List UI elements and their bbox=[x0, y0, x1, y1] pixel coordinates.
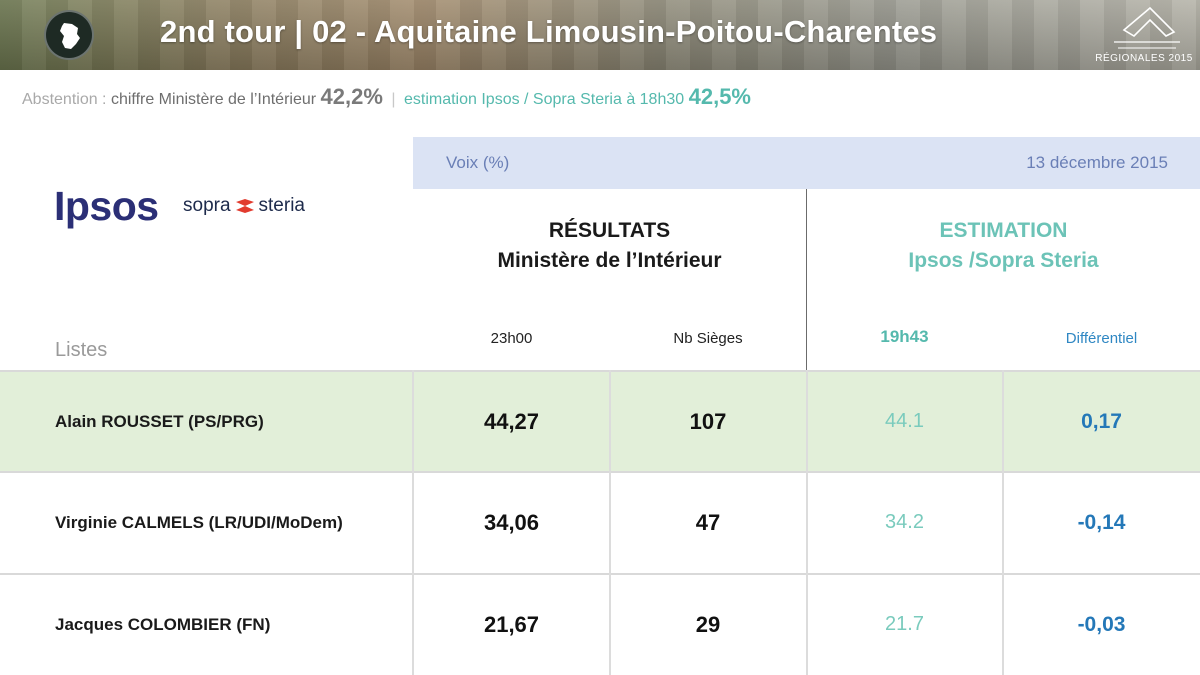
region-map-icon bbox=[44, 10, 94, 60]
table-row: Alain ROUSSET (PS/PRG) 44,27 107 44.1 0,… bbox=[0, 370, 1200, 471]
table-header-band: Voix (%) 13 décembre 2015 bbox=[413, 137, 1200, 189]
abstention-label: Abstention bbox=[22, 91, 98, 108]
sopra-logo-left: sopra bbox=[183, 195, 231, 216]
candidate-name: Virginie CALMELS (LR/UDI/MoDem) bbox=[55, 512, 343, 532]
ipsos-label: estimation Ipsos / Sopra Steria à 18h30 bbox=[403, 91, 685, 108]
date-label: 13 décembre 2015 bbox=[1026, 153, 1168, 172]
sopra-logo-right: steria bbox=[258, 195, 305, 216]
results-section-title: RÉSULTATS Ministère de l’Intérieur bbox=[413, 216, 806, 276]
diff-value: 0,17 bbox=[1081, 409, 1122, 433]
diff-value: -0,14 bbox=[1077, 510, 1126, 534]
abstention-colon: : bbox=[97, 91, 111, 108]
results-title-line1: RÉSULTATS bbox=[548, 219, 671, 242]
ministere-value: 42,2% bbox=[320, 84, 383, 109]
ministere-label: chiffre Ministère de l’Intérieur bbox=[110, 91, 317, 108]
table-row: Jacques COLOMBIER (FN) 21,67 29 21.7 -0,… bbox=[0, 573, 1200, 674]
estimate-value: 21.7 bbox=[885, 613, 924, 635]
page-title: 2nd tour | 02 - Aquitaine Limousin-Poito… bbox=[160, 14, 938, 49]
diff-value: -0,03 bbox=[1077, 612, 1126, 636]
column-divider bbox=[806, 370, 808, 675]
column-divider bbox=[412, 370, 414, 675]
column-divider bbox=[609, 370, 611, 675]
abstention-line: Abstention : chiffre Ministère de l’Inté… bbox=[22, 84, 751, 110]
seats-value: 29 bbox=[695, 611, 721, 637]
ipsos-value: 42,5% bbox=[688, 84, 751, 109]
abstention-separator: | bbox=[391, 91, 396, 108]
column-divider bbox=[1002, 370, 1004, 675]
estimation-title-line1: ESTIMATION bbox=[939, 219, 1068, 242]
result-value: 44,27 bbox=[483, 408, 540, 434]
table-row: Virginie CALMELS (LR/UDI/MoDem) 34,06 47… bbox=[0, 471, 1200, 572]
result-value: 21,67 bbox=[483, 611, 540, 637]
column-header-seats: Nb Sièges bbox=[673, 330, 743, 347]
sopra-steria-logo: sopra steria bbox=[183, 195, 305, 217]
ipsos-logo: Ipsos bbox=[54, 183, 159, 229]
estimation-title-line2: Ipsos /Sopra Steria bbox=[908, 249, 1099, 272]
estimate-value: 34.2 bbox=[885, 511, 924, 533]
regionales-logo-icon bbox=[1114, 6, 1180, 49]
sopra-steria-mark-icon bbox=[234, 198, 256, 214]
brand-label: RÉGIONALES 2015 bbox=[1095, 53, 1193, 64]
result-value: 34,06 bbox=[483, 509, 540, 535]
voix-label: Voix (%) bbox=[446, 153, 510, 172]
header-banner: 2nd tour | 02 - Aquitaine Limousin-Poito… bbox=[0, 0, 1200, 70]
column-header-est-time: 19h43 bbox=[880, 327, 929, 346]
column-header-diff: Différentiel bbox=[1065, 330, 1138, 347]
seats-value: 47 bbox=[695, 509, 721, 535]
estimate-value: 44.1 bbox=[885, 410, 924, 432]
seats-value: 107 bbox=[689, 408, 727, 434]
candidate-name: Jacques COLOMBIER (FN) bbox=[55, 614, 271, 634]
column-header-listes: Listes bbox=[55, 339, 108, 361]
estimation-section-title: ESTIMATION Ipsos /Sopra Steria bbox=[807, 216, 1200, 276]
column-header-time: 23h00 bbox=[490, 330, 533, 347]
section-divider bbox=[806, 189, 807, 370]
results-title-line2: Ministère de l’Intérieur bbox=[497, 249, 722, 272]
candidate-name: Alain ROUSSET (PS/PRG) bbox=[55, 411, 264, 431]
